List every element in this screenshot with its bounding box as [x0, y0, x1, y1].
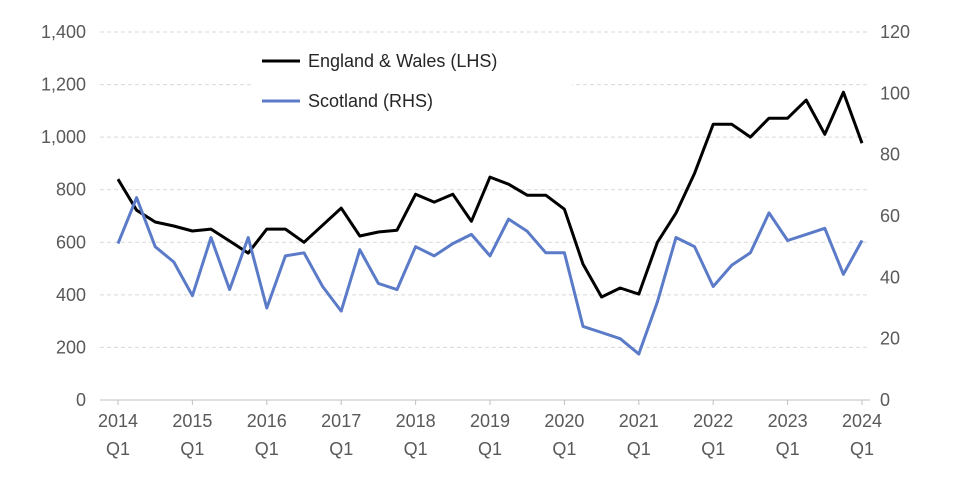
x-tick-quarter: Q1 [329, 439, 353, 459]
axes: 0 200 400 600 800 1,000 1,200 1,400 0 20 40 60 80 100… [41, 22, 910, 459]
x-tick-year: 2021 [619, 411, 659, 431]
y-right-tick-label: 0 [880, 390, 890, 410]
y-right-tick-label: 60 [880, 206, 900, 226]
series-line-scotland [116, 196, 864, 356]
x-tick-quarter: Q1 [701, 439, 725, 459]
x-tick-quarter: Q1 [850, 439, 874, 459]
y-left-tick-label: 600 [56, 232, 86, 252]
x-tick-quarter: Q1 [180, 439, 204, 459]
y-left-tick-label: 0 [76, 390, 86, 410]
y-right-tick-label: 80 [880, 145, 900, 165]
y-left-tick-label: 1,000 [41, 127, 86, 147]
x-tick-year: 2014 [98, 411, 138, 431]
y-left-tick-label: 400 [56, 285, 86, 305]
x-tick-quarter: Q1 [404, 439, 428, 459]
x-tick-year: 2018 [396, 411, 436, 431]
x-tick-quarter: Q1 [106, 439, 130, 459]
x-tick-year: 2016 [247, 411, 287, 431]
y-right-tick-label: 20 [880, 329, 900, 349]
x-tick-year: 2015 [172, 411, 212, 431]
y-right-tick-label: 120 [880, 22, 910, 42]
x-tick-quarter: Q1 [776, 439, 800, 459]
y-left-tick-label: 200 [56, 337, 86, 357]
x-tick-quarter: Q1 [478, 439, 502, 459]
x-tick-year: 2019 [470, 411, 510, 431]
x-tick-quarter: Q1 [552, 439, 576, 459]
x-tick-year: 2023 [768, 411, 808, 431]
x-tick-quarter: Q1 [627, 439, 651, 459]
x-tick-year: 2017 [321, 411, 361, 431]
y-right-tick-label: 40 [880, 267, 900, 287]
y-right-tick-label: 100 [880, 83, 910, 103]
series-line-england-wales [116, 90, 864, 299]
y-left-tick-label: 800 [56, 180, 86, 200]
series-lines [116, 90, 864, 356]
y-left-tick-label: 1,200 [41, 75, 86, 95]
x-tick-year: 2022 [693, 411, 733, 431]
legend: England & Wales (LHS) Scotland (RHS) [252, 40, 572, 120]
legend-label-scotland: Scotland (RHS) [308, 91, 433, 111]
legend-label-england-wales: England & Wales (LHS) [308, 51, 497, 71]
x-tick-year: 2024 [842, 411, 882, 431]
x-tick-year: 2020 [544, 411, 584, 431]
y-left-tick-label: 1,400 [41, 22, 86, 42]
x-tick-quarter: Q1 [255, 439, 279, 459]
